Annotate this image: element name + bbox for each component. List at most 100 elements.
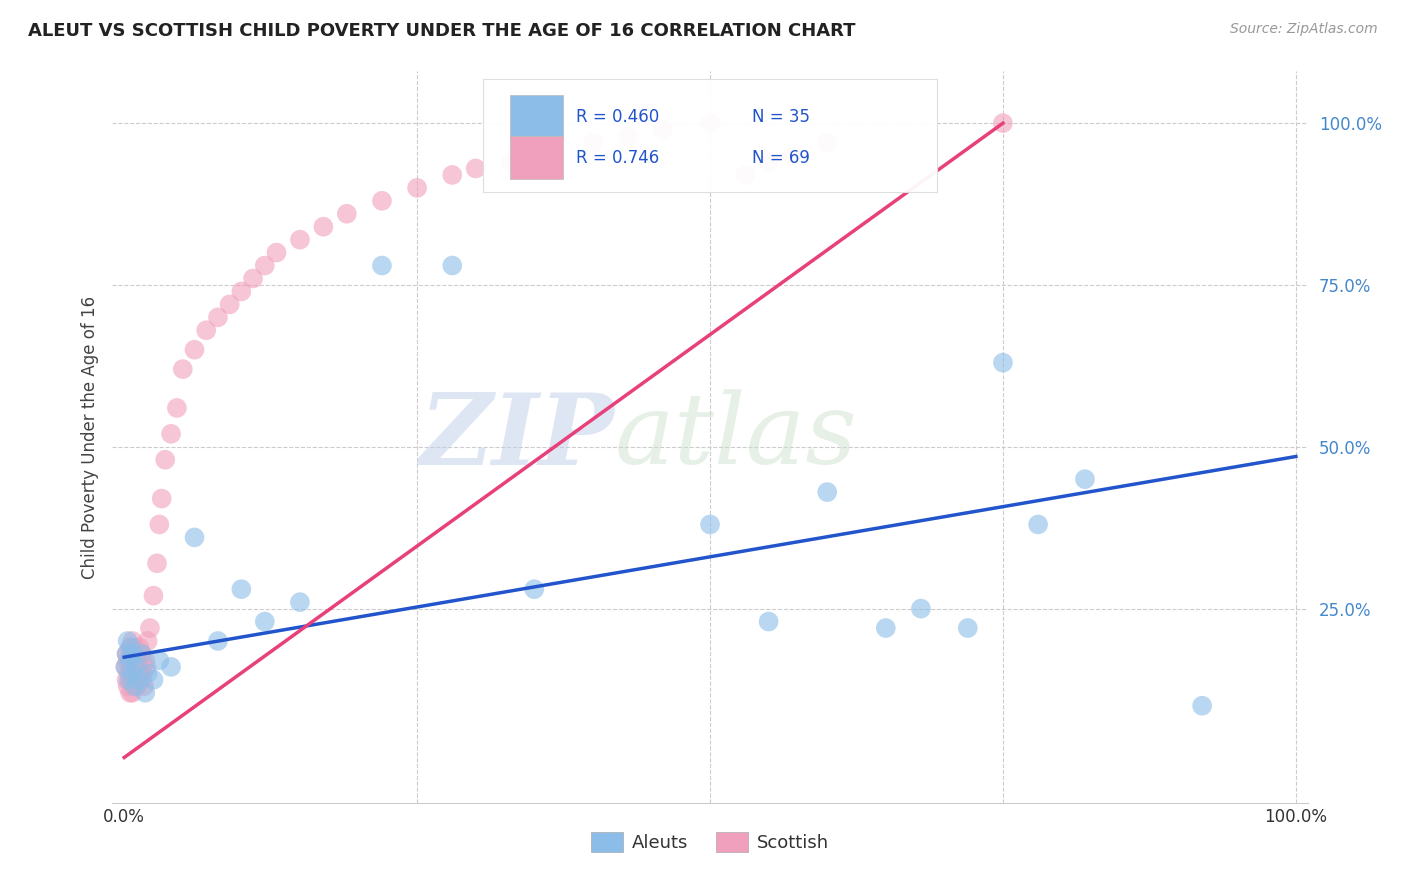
- Text: Source: ZipAtlas.com: Source: ZipAtlas.com: [1230, 22, 1378, 37]
- Point: [120, 647, 142, 661]
- Point: [115, 647, 138, 661]
- Point: [160, 660, 183, 674]
- Text: R = 0.460: R = 0.460: [576, 109, 659, 127]
- Point: [120, 686, 141, 700]
- Text: atlas: atlas: [614, 390, 858, 484]
- Point: [122, 647, 145, 661]
- Point: [195, 323, 218, 337]
- Point: [231, 582, 253, 597]
- Point: [146, 557, 169, 571]
- Point: [1074, 472, 1097, 486]
- Point: [118, 666, 141, 681]
- Point: [312, 219, 335, 234]
- Text: N = 69: N = 69: [752, 149, 810, 167]
- FancyBboxPatch shape: [510, 95, 562, 138]
- Point: [148, 517, 170, 532]
- Point: [155, 452, 177, 467]
- Point: [136, 634, 159, 648]
- Point: [125, 673, 148, 687]
- Point: [464, 161, 486, 176]
- Point: [114, 660, 136, 674]
- Point: [139, 621, 162, 635]
- FancyBboxPatch shape: [484, 78, 938, 192]
- Point: [734, 168, 756, 182]
- Point: [121, 634, 143, 648]
- Point: [129, 660, 152, 674]
- Text: N = 35: N = 35: [752, 109, 810, 127]
- Point: [142, 589, 165, 603]
- Point: [125, 660, 148, 674]
- Point: [135, 660, 157, 674]
- Point: [910, 601, 932, 615]
- Point: [134, 653, 156, 667]
- Point: [117, 679, 139, 693]
- Point: [207, 634, 229, 648]
- Text: ALEUT VS SCOTTISH CHILD POVERTY UNDER THE AGE OF 16 CORRELATION CHART: ALEUT VS SCOTTISH CHILD POVERTY UNDER TH…: [28, 22, 856, 40]
- Point: [120, 673, 142, 687]
- Point: [699, 517, 721, 532]
- Point: [758, 615, 780, 629]
- Text: R = 0.746: R = 0.746: [576, 149, 659, 167]
- Point: [815, 485, 838, 500]
- Point: [127, 673, 149, 687]
- Point: [231, 285, 253, 299]
- Point: [114, 660, 136, 674]
- Point: [956, 621, 979, 635]
- Point: [758, 155, 780, 169]
- Point: [166, 401, 188, 415]
- Point: [991, 356, 1014, 370]
- Point: [242, 271, 264, 285]
- Point: [148, 653, 170, 667]
- Point: [127, 653, 149, 667]
- Point: [780, 148, 803, 162]
- Point: [121, 660, 143, 674]
- Point: [124, 679, 146, 693]
- Point: [183, 530, 205, 544]
- Point: [131, 647, 153, 661]
- Point: [617, 129, 640, 144]
- Point: [991, 116, 1014, 130]
- Point: [1191, 698, 1213, 713]
- Point: [127, 679, 149, 693]
- Point: [122, 653, 145, 667]
- Point: [441, 168, 464, 182]
- Point: [160, 426, 183, 441]
- Point: [124, 640, 146, 655]
- Point: [207, 310, 229, 325]
- Text: ZIP: ZIP: [419, 389, 614, 485]
- Point: [120, 653, 141, 667]
- Point: [253, 259, 276, 273]
- Point: [336, 207, 359, 221]
- Point: [122, 673, 145, 687]
- Point: [266, 245, 288, 260]
- Point: [120, 660, 141, 674]
- Point: [288, 233, 311, 247]
- Point: [253, 615, 276, 629]
- Point: [441, 259, 464, 273]
- Point: [128, 640, 150, 655]
- Point: [125, 660, 148, 674]
- Point: [406, 181, 429, 195]
- Point: [121, 666, 143, 681]
- Point: [150, 491, 173, 506]
- Point: [136, 666, 159, 681]
- Point: [371, 259, 394, 273]
- FancyBboxPatch shape: [510, 136, 562, 179]
- Point: [582, 136, 605, 150]
- Point: [134, 686, 156, 700]
- Point: [115, 647, 138, 661]
- Point: [288, 595, 311, 609]
- Point: [652, 122, 675, 136]
- Point: [875, 621, 897, 635]
- Point: [142, 673, 165, 687]
- Point: [131, 673, 153, 687]
- Point: [124, 666, 146, 681]
- Point: [115, 673, 138, 687]
- Point: [218, 297, 240, 311]
- Point: [117, 653, 139, 667]
- Point: [117, 634, 139, 648]
- Point: [125, 647, 148, 661]
- Point: [120, 640, 141, 655]
- Point: [172, 362, 194, 376]
- Point: [371, 194, 394, 208]
